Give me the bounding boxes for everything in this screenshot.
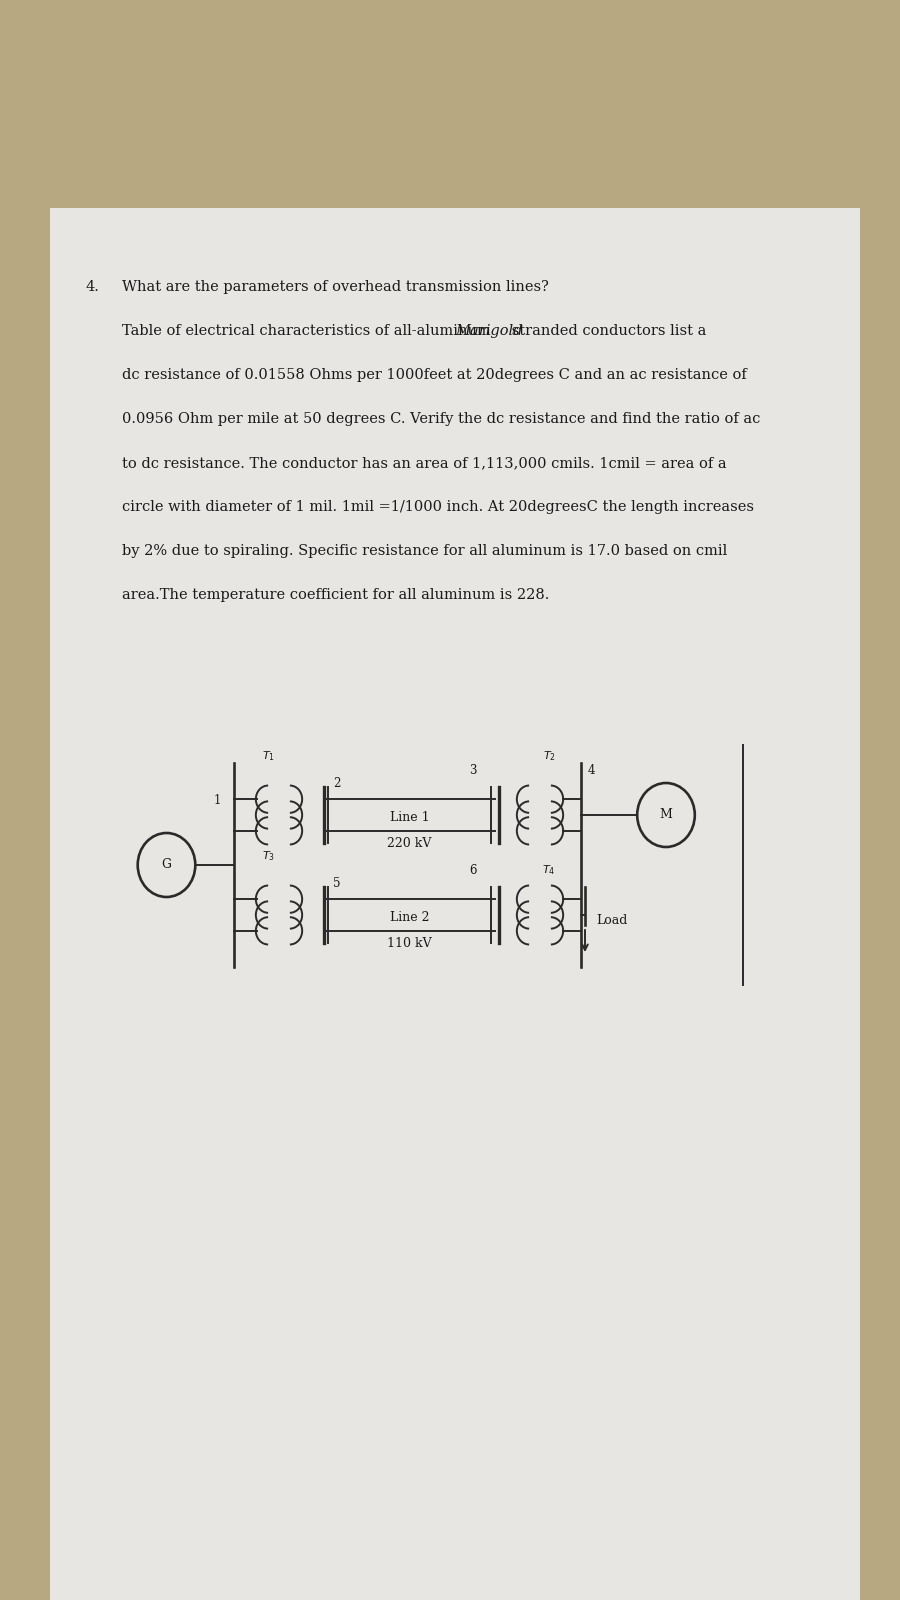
Text: 6: 6 [469, 864, 476, 877]
Text: 4: 4 [588, 765, 595, 778]
Text: by 2% due to spiraling. Specific resistance for all aluminum is 17.0 based on cm: by 2% due to spiraling. Specific resista… [122, 544, 727, 558]
Text: 0.0956 Ohm per mile at 50 degrees C. Verify the dc resistance and find the ratio: 0.0956 Ohm per mile at 50 degrees C. Ver… [122, 411, 760, 426]
Text: 4.: 4. [86, 280, 99, 294]
Text: 110 kV: 110 kV [387, 938, 432, 950]
Text: to dc resistance. The conductor has an area of 1,113,000 cmils. 1cmil = area of : to dc resistance. The conductor has an a… [122, 456, 726, 470]
Text: M: M [660, 808, 672, 821]
Text: 5: 5 [333, 877, 340, 890]
Text: area.The temperature coefficient for all aluminum is 228.: area.The temperature coefficient for all… [122, 589, 549, 602]
Text: 220 kV: 220 kV [387, 837, 432, 850]
Text: Table of electrical characteristics of all-aluminum: Table of electrical characteristics of a… [122, 323, 495, 338]
Text: dc resistance of 0.01558 Ohms per 1000feet at 20degrees C and an ac resistance o: dc resistance of 0.01558 Ohms per 1000fe… [122, 368, 746, 382]
Text: What are the parameters of overhead transmission lines?: What are the parameters of overhead tran… [122, 280, 548, 294]
Text: Marigold: Marigold [455, 323, 523, 338]
Text: circle with diameter of 1 mil. 1mil =1/1000 inch. At 20degreesC the length incre: circle with diameter of 1 mil. 1mil =1/1… [122, 499, 753, 514]
Text: stranded conductors list a: stranded conductors list a [507, 323, 706, 338]
Text: Load: Load [596, 914, 627, 926]
Text: $T_2$: $T_2$ [543, 749, 555, 763]
Text: Line 1: Line 1 [390, 811, 429, 824]
Text: Line 2: Line 2 [390, 910, 429, 925]
Text: $T_1$: $T_1$ [262, 749, 274, 763]
Text: $T_4$: $T_4$ [543, 864, 555, 877]
Text: 1: 1 [213, 794, 220, 806]
Text: 2: 2 [333, 778, 340, 790]
Text: $T_3$: $T_3$ [262, 850, 274, 862]
Text: G: G [161, 859, 172, 872]
Text: 3: 3 [469, 765, 476, 778]
